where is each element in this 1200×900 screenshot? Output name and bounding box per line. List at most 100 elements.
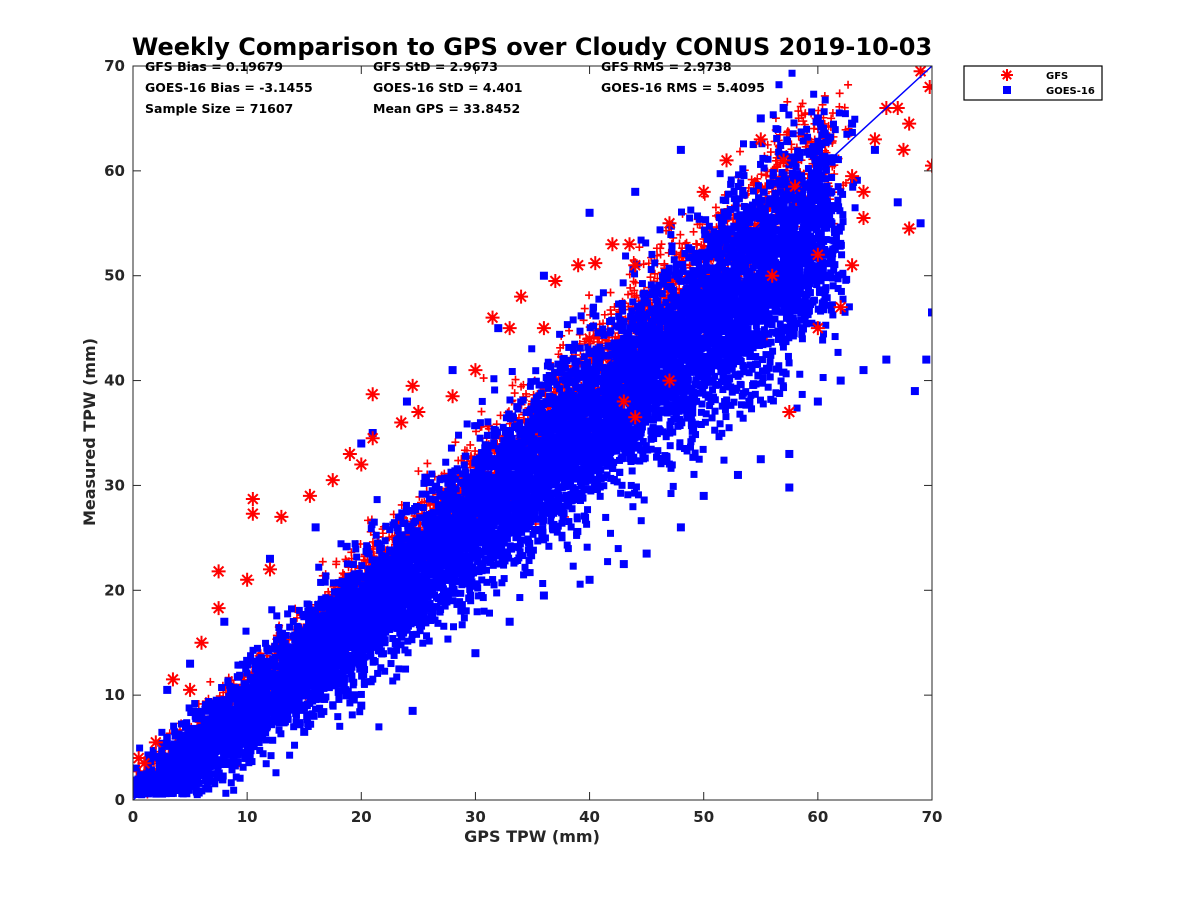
point-gfs-49 bbox=[896, 142, 911, 157]
point-gfs-60 bbox=[582, 331, 597, 346]
point-gfs-44 bbox=[856, 184, 871, 199]
point-gfs-0 bbox=[133, 751, 146, 766]
plot-area bbox=[132, 65, 933, 801]
point-goes16-7 bbox=[408, 706, 417, 715]
point-goes16-40 bbox=[402, 397, 411, 406]
density-layer bbox=[133, 69, 861, 799]
point-gfs-35 bbox=[719, 153, 734, 168]
y-tick-label: 10 bbox=[104, 686, 125, 704]
stat-goes16-bias: GOES-16 Bias = -3.1455 bbox=[145, 80, 313, 95]
y-tick-label: 20 bbox=[104, 581, 125, 599]
point-gfs-9 bbox=[245, 506, 260, 521]
x-axis-label: GPS TPW (mm) bbox=[464, 827, 600, 846]
point-gfs-48 bbox=[890, 100, 905, 115]
point-goes16-5 bbox=[300, 727, 309, 736]
point-gfs-59 bbox=[616, 394, 631, 409]
point-gfs-8 bbox=[245, 492, 260, 507]
point-gfs-46 bbox=[867, 132, 882, 147]
point-goes16-15 bbox=[699, 491, 708, 500]
point-goes16-37 bbox=[539, 271, 548, 280]
point-gfs-10 bbox=[240, 572, 255, 587]
statistics-annotation: GFS Bias = 0.19679 GFS StD = 2.9673 GFS … bbox=[145, 59, 765, 116]
point-gfs-50 bbox=[902, 116, 917, 131]
y-tick-label: 50 bbox=[104, 267, 125, 285]
density-goes-16 bbox=[133, 69, 861, 799]
point-goes16-23 bbox=[882, 355, 891, 364]
point-gfs-33 bbox=[662, 216, 677, 231]
point-goes16-31 bbox=[813, 114, 822, 123]
y-axis: 0 10 20 30 40 50 60 70 bbox=[104, 57, 932, 809]
x-tick-label: 60 bbox=[807, 808, 828, 826]
y-tick-label: 30 bbox=[104, 476, 125, 494]
point-goes16-3 bbox=[163, 685, 172, 694]
point-goes16-35 bbox=[631, 187, 640, 196]
point-gfs-54 bbox=[902, 221, 917, 236]
point-goes16-16 bbox=[733, 470, 742, 479]
x-tick-label: 50 bbox=[693, 808, 714, 826]
point-goes16-21 bbox=[836, 376, 845, 385]
point-gfs-13 bbox=[302, 488, 317, 503]
point-goes16-11 bbox=[585, 575, 594, 584]
point-gfs-40 bbox=[810, 321, 825, 336]
point-gfs-4 bbox=[183, 682, 198, 697]
point-gfs-61 bbox=[536, 321, 551, 336]
point-gfs-24 bbox=[485, 310, 500, 325]
point-gfs-37 bbox=[776, 153, 791, 168]
point-gfs-5 bbox=[194, 635, 209, 650]
point-goes16-8 bbox=[471, 649, 480, 658]
point-goes16-17 bbox=[756, 455, 765, 464]
point-goes16-10 bbox=[539, 591, 548, 600]
point-gfs-28 bbox=[571, 258, 586, 273]
point-gfs-12 bbox=[274, 509, 289, 524]
x-tick-label: 40 bbox=[579, 808, 600, 826]
x-tick-label: 70 bbox=[922, 808, 943, 826]
stat-gfs-rms: GFS RMS = 2.9738 bbox=[601, 59, 732, 74]
stat-mean-gps: Mean GPS = 33.8452 bbox=[373, 101, 520, 116]
stat-gfs-bias: GFS Bias = 0.19679 bbox=[145, 59, 283, 74]
point-gfs-58 bbox=[628, 410, 643, 425]
stat-goes16-std: GOES-16 StD = 4.401 bbox=[373, 80, 522, 95]
point-gfs-29 bbox=[588, 256, 603, 271]
stat-goes16-rms: GOES-16 RMS = 5.4095 bbox=[601, 80, 765, 95]
point-gfs-31 bbox=[622, 237, 637, 252]
point-goes16-39 bbox=[448, 366, 457, 375]
point-goes16-20 bbox=[813, 397, 822, 406]
point-gfs-22 bbox=[445, 389, 460, 404]
stat-sample-size: Sample Size = 71607 bbox=[145, 101, 293, 116]
one-to-one-line bbox=[132, 65, 933, 801]
point-gfs-11 bbox=[262, 562, 277, 577]
x-tick-label: 20 bbox=[351, 808, 372, 826]
point-goes16-18 bbox=[785, 483, 794, 492]
point-gfs-3 bbox=[165, 672, 180, 687]
point-goes16-1 bbox=[163, 775, 172, 784]
point-gfs-23 bbox=[468, 363, 483, 378]
point-goes16-27 bbox=[916, 219, 925, 228]
y-tick-label: 70 bbox=[104, 57, 125, 75]
legend: GFS GOES-16 bbox=[963, 65, 1103, 101]
point-gfs-41 bbox=[782, 405, 797, 420]
point-gfs-6 bbox=[211, 564, 226, 579]
point-gfs-30 bbox=[605, 237, 620, 252]
y-tick-label: 40 bbox=[104, 372, 125, 390]
point-gfs-25 bbox=[502, 321, 517, 336]
point-gfs-38 bbox=[788, 179, 803, 194]
legend-box bbox=[963, 65, 1103, 101]
point-goes16-2 bbox=[186, 759, 195, 768]
point-gfs-20 bbox=[405, 378, 420, 393]
y-tick-label: 60 bbox=[104, 162, 125, 180]
point-gfs-19 bbox=[394, 415, 409, 430]
x-axis: 0 10 20 30 40 50 60 70 bbox=[128, 66, 943, 826]
point-goes16-44 bbox=[220, 617, 229, 626]
point-goes16-25 bbox=[922, 355, 931, 364]
point-goes16-6 bbox=[357, 701, 366, 710]
point-gfs-56 bbox=[765, 268, 780, 283]
point-goes16-26 bbox=[928, 308, 932, 317]
chart-title: Weekly Comparison to GPS over Cloudy CON… bbox=[132, 33, 932, 61]
point-gfs-52 bbox=[922, 79, 932, 94]
point-goes16-45 bbox=[186, 659, 195, 668]
stat-gfs-std: GFS StD = 2.9673 bbox=[373, 59, 498, 74]
point-goes16-29 bbox=[870, 145, 879, 154]
point-gfs-15 bbox=[342, 446, 357, 461]
point-gfs-7 bbox=[211, 601, 226, 616]
point-goes16-12 bbox=[619, 560, 628, 569]
